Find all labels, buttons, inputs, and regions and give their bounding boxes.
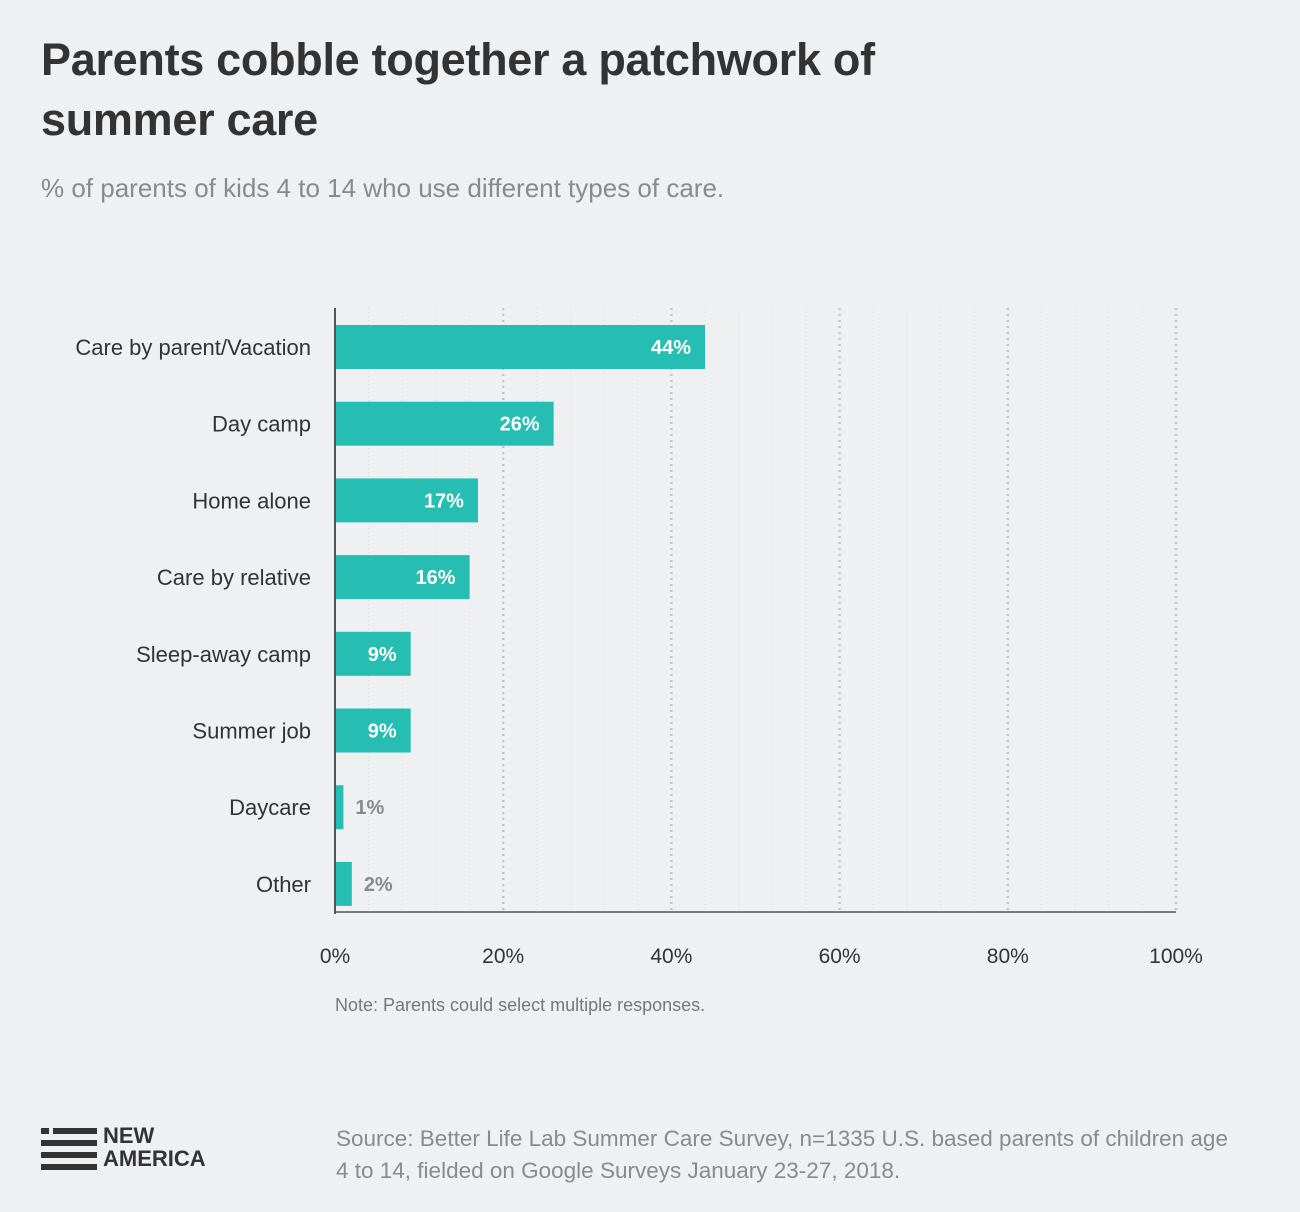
category-label: Home alone <box>192 488 311 513</box>
data-label: 9% <box>368 644 397 666</box>
category-label: Sleep-away camp <box>136 642 311 667</box>
bar <box>335 478 478 523</box>
data-label: 26% <box>500 414 540 436</box>
bar <box>335 325 706 369</box>
bar <box>335 631 411 676</box>
new-america-logo-icon <box>41 1128 97 1170</box>
category-label: Daycare <box>229 795 311 820</box>
data-label: 44% <box>651 337 691 359</box>
data-label: 16% <box>416 567 456 589</box>
chart-title: Parents cobble together a patchwork of s… <box>41 34 875 145</box>
chart-note: Note: Parents could select multiple resp… <box>335 995 706 1015</box>
data-label: 1% <box>355 797 384 819</box>
data-label: 9% <box>368 721 397 743</box>
category-label: Summer job <box>192 719 311 744</box>
x-tick-label: 20% <box>482 945 524 968</box>
x-tick-label: 60% <box>819 945 861 968</box>
data-label: 2% <box>364 874 393 896</box>
new-america-logo-text: NEW AMERICA <box>103 1124 206 1170</box>
x-tick-label: 80% <box>987 945 1029 968</box>
bar <box>335 555 470 600</box>
bar <box>335 401 554 446</box>
logo-line-1: NEW <box>103 1123 155 1148</box>
bar <box>335 861 352 906</box>
bar <box>335 708 411 753</box>
data-label: 17% <box>424 490 464 512</box>
bar <box>335 785 344 830</box>
logo-line-2: AMERICA <box>103 1146 206 1171</box>
category-label: Day camp <box>212 412 311 437</box>
x-tick-label: 0% <box>320 945 350 968</box>
x-tick-label: 40% <box>650 945 692 968</box>
category-label: Care by relative <box>157 565 311 590</box>
bar-chart: Care by parent/Vacation 44% Day camp 26% Hom… <box>75 308 1203 968</box>
category-label: Other <box>256 872 311 897</box>
category-label: Care by parent/Vacation <box>75 335 311 360</box>
source-text: Source: Better Life Lab Summer Care Surv… <box>336 1126 1228 1183</box>
chart-subtitle: % of parents of kids 4 to 14 who use dif… <box>41 173 725 203</box>
x-tick-label: 100% <box>1149 945 1203 968</box>
